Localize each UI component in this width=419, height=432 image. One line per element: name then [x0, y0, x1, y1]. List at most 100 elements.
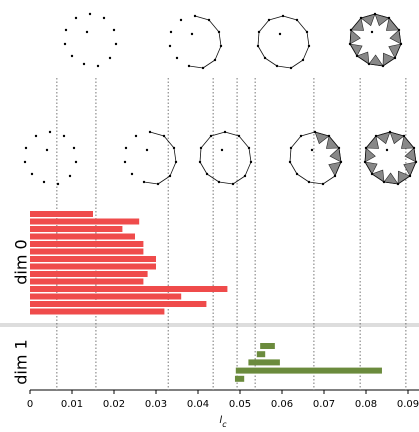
vertex — [394, 57, 396, 59]
edge — [219, 182, 233, 184]
vertex — [210, 135, 212, 137]
simplex — [357, 52, 369, 64]
x-tick-label: 0.07 — [313, 399, 335, 410]
vertex — [65, 29, 67, 31]
vertex — [314, 131, 316, 133]
edge — [201, 136, 211, 148]
vertex — [194, 15, 196, 17]
edge — [309, 182, 323, 184]
vertex — [97, 65, 99, 67]
simplex — [329, 162, 341, 176]
bar — [260, 343, 275, 349]
simplex — [401, 136, 414, 148]
edge — [323, 176, 335, 184]
edge — [258, 32, 259, 46]
vertex — [163, 135, 165, 137]
vertex — [200, 147, 202, 149]
vertex — [224, 131, 226, 133]
vertex — [268, 19, 270, 21]
vertex — [109, 57, 111, 59]
vertex — [218, 31, 220, 33]
chart: lc dim 0 dim 1 00.010.020.030.040.050.06… — [0, 0, 419, 432]
vertex — [248, 147, 250, 149]
vertex — [296, 173, 298, 175]
edge — [249, 148, 251, 162]
vertex — [398, 29, 400, 31]
vertex — [103, 17, 105, 19]
vertex — [365, 147, 367, 149]
vertex — [238, 135, 240, 137]
vertex — [403, 135, 405, 137]
vertex — [170, 31, 172, 33]
vertex — [25, 147, 27, 149]
simplex — [365, 148, 375, 162]
vertex — [296, 19, 298, 21]
edge — [144, 182, 158, 184]
edge — [265, 58, 277, 66]
vertex — [89, 13, 91, 15]
vertex — [214, 59, 216, 61]
vertex — [75, 161, 77, 163]
vertex — [371, 173, 373, 175]
vertex — [371, 31, 373, 33]
vertex — [290, 147, 292, 149]
edge — [283, 16, 297, 20]
vertex — [306, 31, 308, 33]
vertex — [43, 181, 45, 183]
bar — [30, 286, 227, 292]
vertex — [86, 31, 88, 33]
bar — [30, 279, 143, 285]
vertex — [375, 135, 377, 137]
vertex — [386, 149, 388, 151]
x-tick-label: 0.06 — [271, 399, 293, 410]
vertex — [388, 17, 390, 19]
vertex — [250, 161, 252, 163]
bar — [235, 376, 244, 382]
vertex — [191, 33, 193, 35]
x-tick-label: 0.04 — [187, 399, 209, 410]
bar — [30, 301, 206, 307]
vertex — [289, 161, 291, 163]
edge — [164, 136, 174, 148]
separator — [0, 323, 419, 327]
edge — [195, 16, 209, 20]
vertex — [49, 131, 51, 133]
edge — [200, 148, 201, 162]
edge — [209, 20, 219, 32]
edge — [290, 148, 291, 162]
x-tick-label: 0.05 — [229, 399, 251, 410]
bar — [30, 271, 148, 277]
vertex — [308, 181, 310, 183]
x-axis-label: lc — [219, 415, 227, 429]
vertex — [302, 59, 304, 61]
vertex — [221, 149, 223, 151]
vertex — [340, 161, 342, 163]
bar — [30, 211, 93, 217]
edge — [301, 132, 315, 136]
edge — [259, 20, 269, 32]
vertex — [115, 43, 117, 45]
vertex — [188, 65, 190, 67]
vertex — [300, 135, 302, 137]
vertex — [360, 17, 362, 19]
x-tick-label: 0.01 — [61, 399, 83, 410]
vertex — [83, 63, 85, 65]
vertex — [73, 147, 75, 149]
vertex — [232, 183, 234, 185]
vertex — [308, 45, 310, 47]
bar — [248, 359, 280, 365]
edge — [297, 174, 309, 182]
vertex — [157, 183, 159, 185]
edge — [239, 136, 249, 148]
vertex — [328, 135, 330, 137]
vertex — [176, 57, 178, 59]
dim1-label: dim 1 — [12, 339, 31, 384]
edge — [307, 32, 309, 46]
vertex — [400, 43, 402, 45]
x-tick-label: 0.08 — [355, 399, 377, 410]
simplex — [372, 170, 384, 182]
x-label-sub: c — [222, 420, 227, 429]
vertex — [75, 17, 77, 19]
simplex — [326, 136, 339, 148]
simplex — [351, 18, 364, 30]
